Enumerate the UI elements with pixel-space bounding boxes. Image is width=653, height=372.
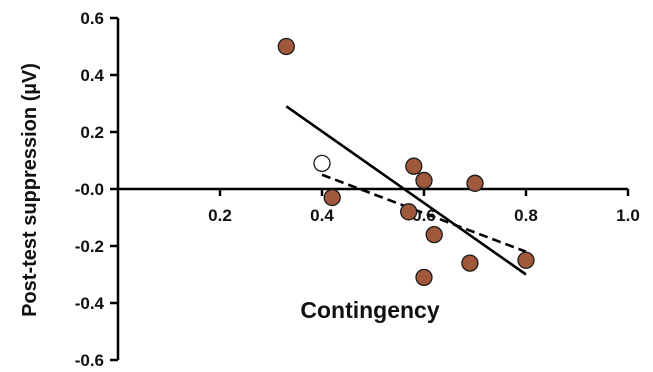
data-point bbox=[277, 37, 295, 56]
data-point bbox=[415, 171, 433, 190]
fit-lines-layer bbox=[285, 105, 527, 276]
y-tick-label: 0.6 bbox=[80, 9, 104, 28]
data-point bbox=[461, 254, 479, 272]
x-axis: 0.2 0.4 0.6 0.8 1.0 bbox=[118, 187, 640, 225]
y-tick-label: -0.0 bbox=[75, 180, 104, 199]
y-tick-label: 0.2 bbox=[80, 123, 104, 142]
data-point bbox=[405, 157, 423, 175]
data-point bbox=[517, 251, 535, 269]
y-axis: 0.6 0.4 0.2 -0.0 -0.2 -0.4 -0.6 bbox=[75, 9, 120, 370]
y-tick-label: -0.6 bbox=[75, 351, 104, 370]
x-tick-label: 0.8 bbox=[514, 206, 538, 225]
data-point bbox=[425, 225, 443, 244]
data-point bbox=[400, 203, 418, 221]
dashed-fit-line bbox=[321, 173, 527, 253]
y-tick-label: -0.2 bbox=[75, 237, 104, 256]
data-point bbox=[415, 268, 433, 287]
x-tick-label: 1.0 bbox=[616, 206, 640, 225]
y-tick-label: -0.4 bbox=[75, 294, 105, 313]
solid-fit-line bbox=[285, 105, 527, 276]
x-tick-label: 0.4 bbox=[310, 206, 334, 225]
x-tick-label: 0.2 bbox=[208, 206, 232, 225]
open-data-point bbox=[313, 154, 331, 173]
points-layer bbox=[277, 37, 535, 287]
y-axis-title: Post-test suppression (µV) bbox=[19, 63, 41, 317]
data-point bbox=[466, 174, 484, 192]
data-point bbox=[323, 188, 341, 207]
y-tick-label: 0.4 bbox=[80, 66, 104, 85]
x-axis-title: Contingency bbox=[300, 297, 439, 323]
x-tick-label: 0.6 bbox=[412, 206, 436, 225]
